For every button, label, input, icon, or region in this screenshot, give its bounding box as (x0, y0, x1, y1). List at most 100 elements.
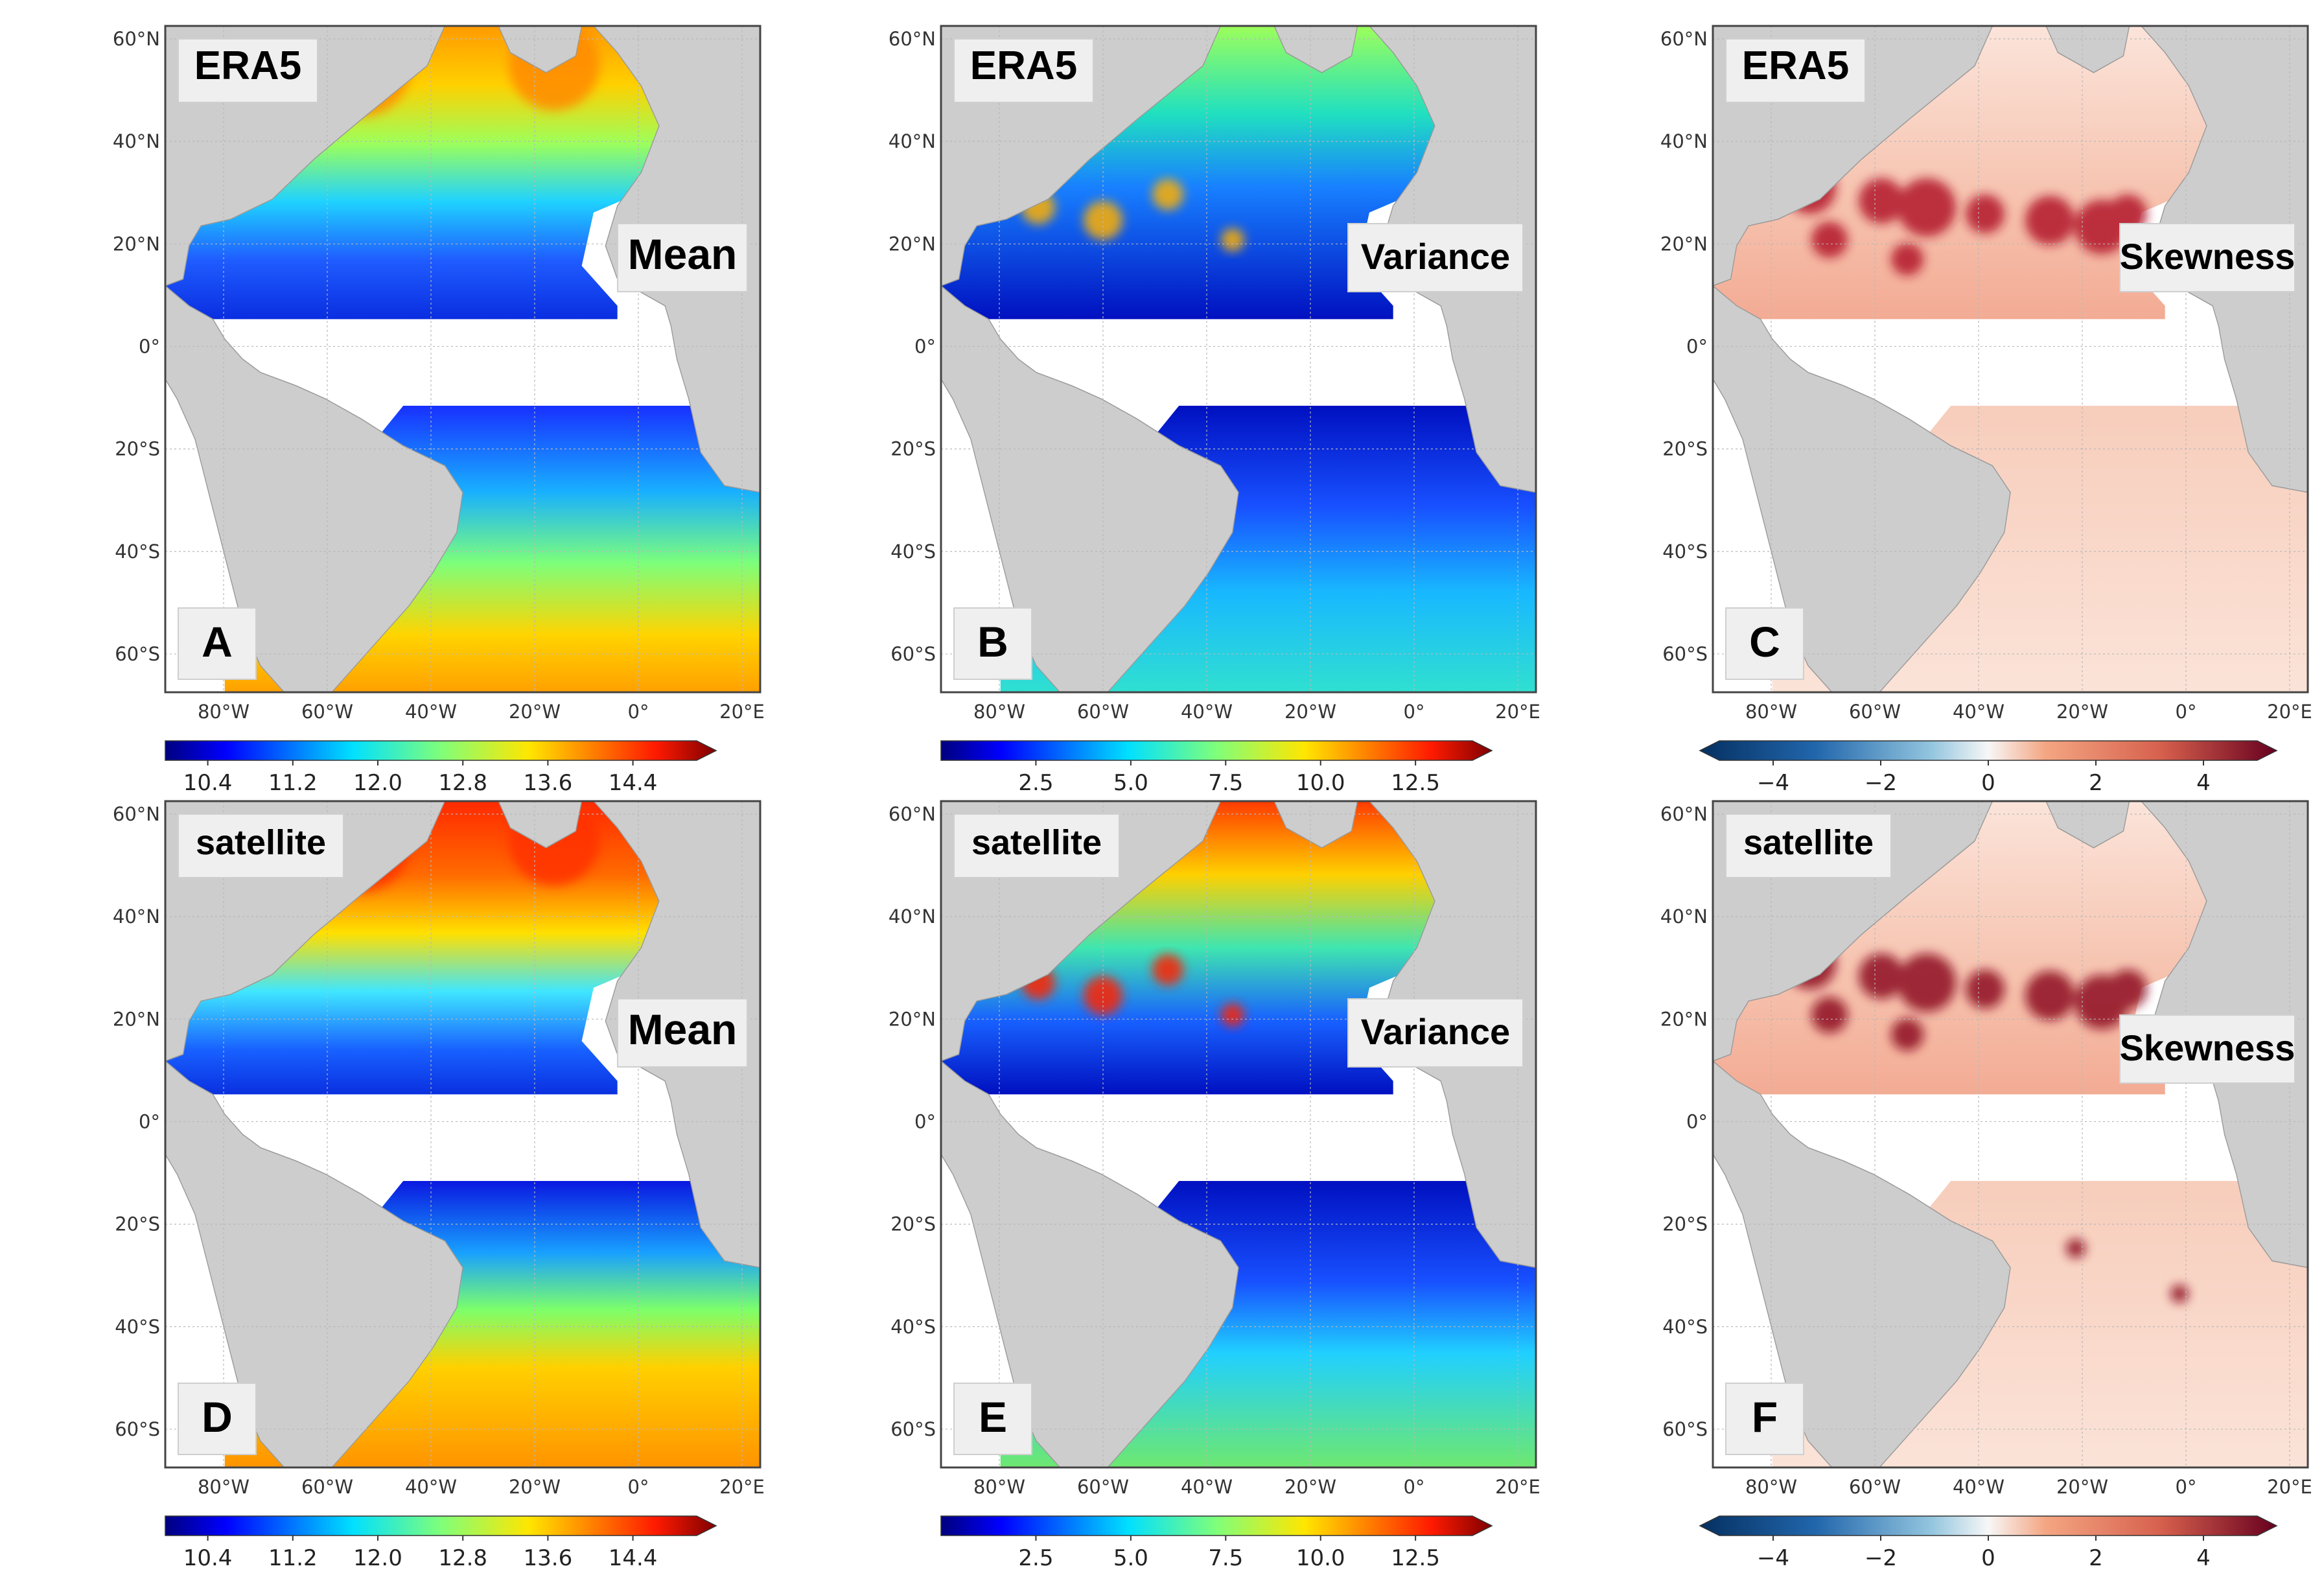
skew-hotspot (1891, 1018, 1923, 1051)
colorbar-gradient (940, 740, 1493, 761)
lat-tick-label: 40°S (890, 1316, 936, 1338)
lon-tick-label: 20°W (1284, 701, 1336, 723)
lat-tick-label: 20°N (113, 1008, 160, 1030)
lat-tick-label: 60°S (115, 1418, 160, 1440)
lat-tick-label: 60°S (1662, 1418, 1708, 1440)
lon-tick-label: 40°W (405, 1476, 457, 1498)
colorbar-gradient (1699, 740, 2278, 761)
statistic-label-box (617, 998, 748, 1068)
map-area (165, 26, 760, 692)
lon-tick-label: 20°W (509, 1476, 561, 1498)
skew-hotspot (2170, 1285, 2189, 1303)
variance-hotspot (1084, 201, 1122, 240)
lat-tick-label: 20°N (889, 233, 936, 255)
variance-hotspot (1152, 954, 1183, 985)
colorbar-tick-label: 10.4 (183, 770, 233, 796)
lon-tick-label: 60°W (301, 1476, 353, 1498)
panel-letter: E (979, 1393, 1007, 1441)
panel-letter-box (953, 1383, 1032, 1455)
source-label-box (953, 813, 1120, 878)
colorbar-tick-label: 2 (2089, 1545, 2103, 1571)
statistic-label: Skewness (2120, 1027, 2295, 1068)
panel-letter-box (953, 607, 1032, 680)
skew-hotspot (1811, 222, 1848, 258)
lat-tick-label: 0° (1686, 335, 1708, 357)
statistic-label-box (617, 223, 748, 292)
source-label: satellite (1743, 823, 1874, 862)
source-label-box (953, 38, 1094, 103)
colorbar-tick-label: 10.0 (1296, 770, 1345, 796)
colorbar: 10.4 11.2 12.0 12.8 13.6 14.4 (165, 740, 717, 796)
map-area (1713, 801, 2308, 1467)
skew-hotspot (1898, 953, 1956, 1012)
lon-tick-label: 40°W (1181, 701, 1233, 723)
field-texture (1021, 179, 1244, 251)
colorbar: −4 −2 0 2 4 (1699, 740, 2278, 796)
graticule (941, 26, 1536, 692)
lat-tick-label: 60°N (113, 28, 160, 50)
lon-tick-label: 40°W (1953, 701, 2004, 723)
lat-tick-label: 0° (1686, 1110, 1708, 1132)
map-frame (940, 800, 1537, 1469)
colorbar-tick-label: 14.4 (609, 770, 658, 796)
lat-tick-label: 60°N (1660, 803, 1708, 825)
graticule (165, 26, 760, 692)
panel-b: 60°N 40°N 20°N 0° 20°S 40°S 60°S 80°W 60°W 40°W 20… (889, 25, 1540, 796)
panel-letter-box (178, 607, 257, 680)
variance-hotspot (1152, 179, 1183, 210)
skew-hotspot (2108, 970, 2147, 1009)
map-frame (164, 25, 761, 694)
lon-tick-label: 80°W (973, 701, 1025, 723)
lon-tick-label: 20°W (2056, 701, 2108, 723)
colorbar: 10.4 11.2 12.0 12.8 13.6 14.4 (165, 1515, 717, 1571)
lat-tick-label: 40°S (115, 541, 160, 563)
lat-tick-label: 20°S (115, 438, 160, 460)
lon-tick-label: 20°E (1495, 1476, 1540, 1498)
lat-tick-label: 40°N (113, 905, 160, 928)
source-label-box (178, 813, 344, 878)
skew-hotspot (2025, 971, 2074, 1020)
lon-tick-label: 20°E (2267, 1476, 2312, 1498)
lat-tick-label: 40°N (113, 130, 160, 152)
skew-hotspot (2066, 1239, 2086, 1258)
panel-letter: B (977, 618, 1008, 666)
lon-tick-label: 20°E (719, 1476, 765, 1498)
colorbar: −4 −2 0 2 4 (1699, 1515, 2278, 1571)
map-area (941, 801, 1536, 1467)
colorbar-tick-label: 12.5 (1391, 770, 1440, 796)
panel-letter: A (202, 618, 233, 666)
lon-tick-label: 20°E (2267, 701, 2312, 723)
lat-tick-label: 20°N (889, 1008, 936, 1030)
lat-tick-label: 20°N (113, 233, 160, 255)
colorbar-tick-label: −2 (1865, 1545, 1897, 1571)
colorbar-tick-label: 0 (1981, 770, 1995, 796)
source-label: ERA5 (970, 43, 1077, 88)
lon-tick-label: 0° (1404, 1476, 1425, 1498)
lon-tick-label: 20°W (509, 701, 561, 723)
source-label-box (1725, 813, 1892, 878)
lon-tick-label: 60°W (1849, 701, 1901, 723)
lat-tick-label: 60°S (890, 643, 936, 665)
colorbar-tick-label: 13.6 (524, 770, 573, 796)
lon-tick-label: 80°W (1745, 701, 1797, 723)
lon-tick-label: 20°W (2056, 1476, 2108, 1498)
source-label: satellite (971, 823, 1102, 862)
lon-tick-label: 80°W (1745, 1476, 1797, 1498)
lon-tick-label: 20°W (1284, 1476, 1336, 1498)
source-label: ERA5 (194, 43, 301, 88)
statistic-label: Mean (628, 1005, 738, 1053)
lat-tick-label: 40°S (1662, 541, 1708, 563)
skew-hotspot (1966, 194, 2004, 233)
colorbar-tick-label: 2.5 (1018, 1545, 1053, 1571)
lat-tick-label: 0° (914, 1110, 936, 1132)
colorbar-tick-label: 0 (1981, 1545, 1995, 1571)
lon-tick-label: 20°E (719, 701, 765, 723)
lon-tick-label: 60°W (1849, 1476, 1901, 1498)
colorbar-tick-label: 12.8 (438, 1545, 487, 1571)
lat-tick-label: 20°N (1660, 233, 1708, 255)
colorbar-tick-label: −4 (1757, 1545, 1789, 1571)
lon-tick-label: 40°W (1181, 1476, 1233, 1498)
colorbar-tick-label: 7.5 (1208, 770, 1243, 796)
skew-hotspot (1891, 243, 1923, 275)
panel-d: 60°N 40°N 20°N 0° 20°S 40°S 60°S 80°W 60°W 40°W 20… (113, 800, 765, 1571)
